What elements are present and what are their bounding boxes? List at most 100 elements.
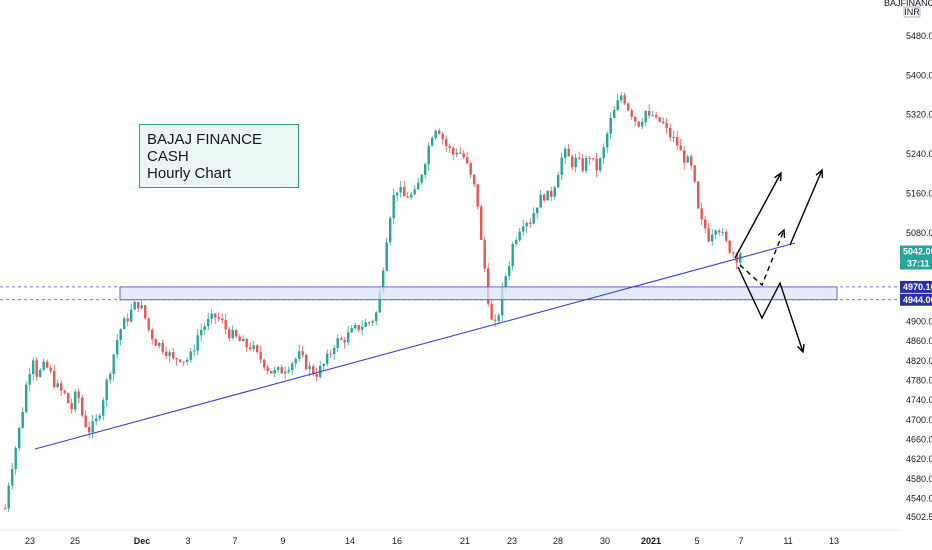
candle-body <box>140 305 143 309</box>
retest-arrow-dashed[interactable] <box>739 228 786 287</box>
candle-body <box>707 228 710 242</box>
x-tick-label: 7 <box>738 536 743 546</box>
candle-body <box>651 115 654 117</box>
candle-body <box>578 157 581 159</box>
candle-body <box>116 339 119 355</box>
x-tick-label: 30 <box>600 536 610 546</box>
candle-body <box>623 95 626 104</box>
x-tick-label: 13 <box>829 536 839 546</box>
candle-body <box>494 319 497 321</box>
candle-body <box>242 338 245 342</box>
y-tick-label: 4780.00 <box>906 375 932 385</box>
price-axis: 4502.50 4540.00 4580.00 4620.00 4660.00 4700.… <box>884 0 932 522</box>
candle-body <box>592 158 595 160</box>
x-tick-label: 23 <box>507 536 517 546</box>
candle-body <box>655 115 658 118</box>
bearish-arrow[interactable] <box>737 266 805 354</box>
candle-body <box>350 328 353 333</box>
candle-body <box>669 127 672 138</box>
candle-body <box>186 359 189 362</box>
candle-body <box>690 156 693 166</box>
candle-body <box>123 318 126 330</box>
candle-body <box>501 287 504 316</box>
candle-body <box>88 427 91 433</box>
candle-body <box>518 231 521 241</box>
candle-body <box>343 339 346 343</box>
candle-body <box>641 121 644 127</box>
candle-body <box>550 190 553 197</box>
candle-body <box>452 147 455 155</box>
candle-body <box>263 359 266 368</box>
candle-body <box>235 329 238 337</box>
candle-body <box>329 353 332 355</box>
candle-body <box>662 121 665 123</box>
candle-body <box>448 145 451 148</box>
candle-body <box>511 244 514 267</box>
candle-body <box>158 342 161 346</box>
candle-body <box>445 139 448 146</box>
candle-body <box>683 150 686 163</box>
candle-body <box>112 354 115 374</box>
candle-body <box>665 122 668 128</box>
candle-body <box>147 318 150 330</box>
candle-body <box>224 320 227 330</box>
candle-body <box>119 329 122 340</box>
x-tick-label: 3 <box>185 536 190 546</box>
candle-body <box>466 157 469 164</box>
candle-body <box>312 366 315 375</box>
candle-body <box>336 338 339 348</box>
currency-box[interactable] <box>903 6 921 18</box>
chart-title-annotation[interactable]: BAJAJ FINANCE CASH Hourly Chart <box>139 124 299 188</box>
candle-body <box>606 133 609 148</box>
candle-body <box>49 367 52 372</box>
bullish-arrow-2[interactable] <box>789 168 824 246</box>
candle-body <box>714 230 717 235</box>
candle-body <box>347 332 350 343</box>
candle-body <box>522 226 525 232</box>
trendline[interactable] <box>34 242 796 450</box>
candle-body <box>168 352 171 356</box>
candle-body <box>228 329 231 339</box>
candle-body <box>399 187 402 193</box>
candle-body <box>361 326 364 330</box>
candle-body <box>357 325 360 330</box>
bullish-arrow-1[interactable] <box>734 171 782 259</box>
y-tick-label: 5480.00 <box>906 31 932 41</box>
candle-body <box>396 192 399 196</box>
currency-label: INR <box>904 7 920 17</box>
y-tick-label: 4620.00 <box>906 454 932 464</box>
arrow-head <box>815 168 824 179</box>
candle-body <box>91 421 94 433</box>
candle-body <box>7 485 10 509</box>
candle-body <box>382 270 385 292</box>
candle-body <box>375 312 378 322</box>
candle-body <box>326 353 329 364</box>
candle-body <box>718 230 721 233</box>
candle-body <box>704 219 707 229</box>
candle-body <box>634 116 637 122</box>
y-tick-label: 4660.00 <box>906 434 932 444</box>
candle-body <box>602 147 605 159</box>
retest-arrow-dashed-path <box>739 229 785 287</box>
x-tick-label: 11 <box>783 536 792 546</box>
candle-body <box>504 276 507 288</box>
candle-body <box>515 240 518 245</box>
arrow-head <box>774 171 782 182</box>
candle-body <box>32 360 35 375</box>
candle-body <box>193 350 196 352</box>
candle-body <box>238 336 241 342</box>
support-zone[interactable] <box>119 286 838 301</box>
candle-body <box>182 361 185 363</box>
zone-price-tag <box>900 280 932 293</box>
candle-body <box>413 189 416 195</box>
candle-body <box>609 117 612 134</box>
candle-body <box>207 318 210 327</box>
candle-body <box>203 326 206 331</box>
candle-body <box>431 138 434 146</box>
candle-body <box>434 130 437 139</box>
candle-body <box>81 397 84 416</box>
zone-price-value: 4970.10 <box>903 282 932 292</box>
candle-body <box>487 268 490 304</box>
candle-body <box>77 391 80 398</box>
